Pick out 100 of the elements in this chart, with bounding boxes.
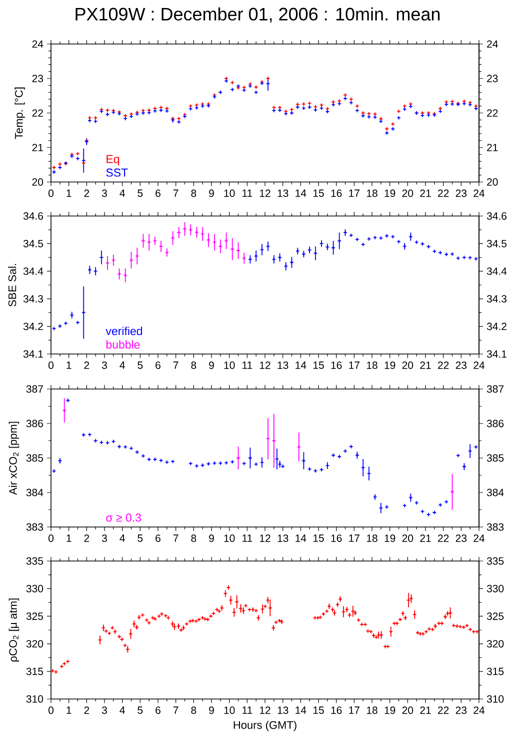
- y-tick-label: 20: [32, 178, 44, 186]
- point: [52, 326, 56, 331]
- x-tick-label: 23: [456, 190, 467, 197]
- x-tick-label: 17: [349, 362, 360, 369]
- y2-tick-label: 383: [486, 523, 504, 531]
- x-tick-label: 22: [438, 362, 449, 369]
- point: [462, 255, 466, 260]
- x-tick-label: 3: [102, 362, 107, 369]
- x-tick-label: 21: [420, 190, 431, 197]
- x-tick-label: 8: [191, 706, 196, 714]
- x-tick-label: 1: [66, 190, 72, 197]
- x-axis-title: Hours (GMT): [234, 720, 296, 732]
- y-tick-label: 335: [26, 557, 44, 565]
- y2-tick-label: 34.2: [486, 322, 506, 330]
- x-tick-label: 4: [120, 362, 125, 369]
- x-tick-label: 22: [438, 190, 449, 197]
- x-tick-label: 19: [384, 190, 396, 197]
- x-tick-label: 15: [313, 706, 324, 714]
- x-tick-label: 24: [474, 706, 485, 714]
- x-tick-label: 18: [366, 706, 378, 714]
- x-tick-label: 3: [102, 190, 107, 197]
- y-tick-label: 34.2: [23, 322, 43, 330]
- x-tick-label: 15: [313, 362, 324, 369]
- y-tick-label: 325: [26, 612, 44, 620]
- text: σ ≥ 0.3: [106, 514, 141, 522]
- x-tick-label: 10: [224, 362, 235, 369]
- x-tick-label: 14: [296, 190, 306, 197]
- x-tick-label: 4: [120, 706, 125, 714]
- x-tick-label: 0: [48, 706, 54, 714]
- series-label: Eq: [106, 155, 120, 166]
- point: [260, 248, 264, 252]
- x-tick-label: 11: [242, 362, 252, 369]
- point: [348, 233, 354, 238]
- y-tick-label: 387: [26, 385, 43, 393]
- x-tick-label: 22: [438, 534, 449, 542]
- y-tick-label: 320: [26, 640, 44, 648]
- x-tick-label: 13: [278, 534, 288, 542]
- x-tick-label: 6: [156, 706, 160, 714]
- x-tick-label: 1: [66, 706, 72, 714]
- x-tick-label: 20: [402, 190, 414, 197]
- x-tick-label: 21: [420, 706, 431, 714]
- point: [93, 269, 98, 274]
- x-tick-label: 8: [191, 190, 196, 197]
- x-tick-label: 10: [224, 190, 235, 197]
- x-tick-label: 18: [366, 190, 378, 197]
- x-tick-label: 15: [313, 534, 324, 542]
- x-tick-label: 17: [349, 534, 360, 542]
- y-tick-label: 21: [32, 144, 43, 152]
- x-tick-label: 19: [384, 534, 396, 542]
- x-tick-label: 23: [456, 362, 467, 369]
- point: [432, 249, 437, 254]
- x-tick-label: 5: [138, 706, 143, 714]
- y2-tick-label: 385: [486, 454, 504, 462]
- x-tick-label: 6: [156, 190, 160, 197]
- y-tick-label: 34.5: [23, 240, 44, 248]
- x-tick-label: 8: [191, 534, 196, 542]
- y2-tick-label: 34.5: [486, 240, 507, 248]
- y-tick-label: 330: [26, 584, 44, 592]
- x-tick-label: 20: [402, 706, 414, 714]
- x-tick-label: 5: [138, 190, 143, 197]
- x-tick-label: 7: [173, 534, 178, 542]
- x-tick-label: 4: [120, 534, 125, 542]
- y-tick-label: 386: [26, 420, 43, 428]
- point: [360, 242, 366, 247]
- x-tick-label: 0: [48, 534, 54, 542]
- point: [468, 256, 472, 260]
- point: [111, 258, 116, 262]
- x-tick-label: 16: [331, 534, 342, 542]
- y2-tick-label: 335: [486, 557, 504, 565]
- y-axis-title: Air xCO$_{2}$ [ppm]: [8, 422, 20, 495]
- x-tick-label: 15: [313, 190, 324, 197]
- y2-tick-label: 22: [487, 109, 498, 117]
- y-tick-label: 310: [26, 695, 44, 703]
- y2-tick-label: 21: [487, 144, 498, 152]
- y2-tick-label: 34.6: [486, 212, 507, 220]
- point: [164, 250, 170, 255]
- chart-title: PX109W : December 01, 2006 : 10min. mean: [76, 7, 440, 23]
- y2-tick-label: 34.1: [486, 350, 506, 358]
- point: [378, 236, 384, 240]
- x-tick-label: 24: [474, 534, 485, 542]
- x-tick-label: 22: [438, 706, 449, 714]
- x-tick-label: 12: [260, 706, 270, 714]
- x-tick-label: 17: [349, 706, 360, 714]
- x-tick-label: 1: [66, 534, 72, 542]
- x-tick-label: 13: [278, 190, 288, 197]
- point: [152, 238, 158, 243]
- x-tick-label: 16: [331, 190, 342, 197]
- x-tick-label: 0: [48, 362, 54, 369]
- x-tick-label: 10: [224, 706, 235, 714]
- x-tick-label: 7: [173, 706, 178, 714]
- y2-tick-label: 387: [486, 385, 504, 393]
- x-tick-label: 0: [48, 190, 54, 197]
- x-tick-label: 24: [474, 190, 485, 197]
- x-tick-label: 5: [138, 534, 143, 542]
- x-tick-label: 2: [84, 362, 90, 369]
- x-tick-label: 8: [191, 362, 196, 369]
- y2-tick-label: 24: [487, 40, 498, 48]
- x-tick-label: 14: [296, 362, 306, 369]
- x-tick-label: 3: [102, 706, 107, 714]
- point: [444, 252, 449, 257]
